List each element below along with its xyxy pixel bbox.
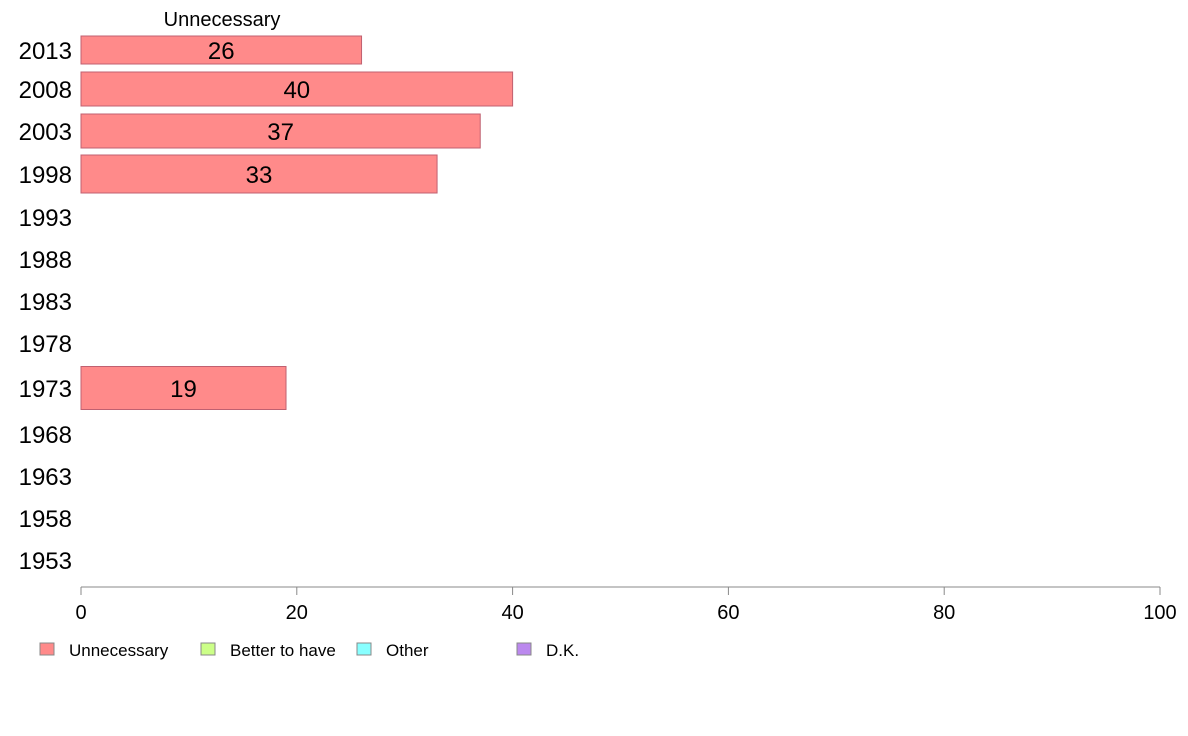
y-label-2003: 2003 bbox=[19, 119, 72, 146]
legend-label-2: Other bbox=[386, 641, 429, 660]
y-label-1973: 1973 bbox=[19, 376, 72, 403]
legend-swatch-3 bbox=[517, 643, 531, 655]
legend-label-1: Better to have bbox=[230, 641, 336, 660]
y-label-1963: 1963 bbox=[19, 464, 72, 491]
chart: Unnecessary 2013 2008 2003 1998 1993 1988 1983… bbox=[0, 0, 1188, 736]
y-label-2013: 2013 bbox=[19, 38, 72, 65]
y-label-1953: 1953 bbox=[19, 548, 72, 575]
legend-label-3: D.K. bbox=[546, 641, 579, 660]
x-tick-label-0: 0 bbox=[75, 602, 86, 624]
bar-label-2013-s0: 26 bbox=[208, 38, 235, 65]
y-label-1958: 1958 bbox=[19, 506, 72, 533]
y-label-1988: 1988 bbox=[19, 247, 72, 274]
legend-swatch-1 bbox=[201, 643, 215, 655]
bar-label-2008-s0: 40 bbox=[283, 77, 310, 104]
x-tick-label-60: 60 bbox=[717, 602, 739, 624]
legend-label-0: Unnecessary bbox=[69, 641, 169, 660]
x-tick-label-100: 100 bbox=[1143, 602, 1176, 624]
legend: Unnecessary Better to have Other D.K. bbox=[40, 641, 579, 660]
legend-swatch-0 bbox=[40, 643, 54, 655]
y-label-1993: 1993 bbox=[19, 205, 72, 232]
legend-swatch-2 bbox=[357, 643, 371, 655]
series-header: Unnecessary bbox=[164, 9, 281, 31]
x-tick-label-80: 80 bbox=[933, 602, 955, 624]
y-label-2008: 2008 bbox=[19, 77, 72, 104]
x-tick-label-40: 40 bbox=[501, 602, 523, 624]
y-axis-labels: 2013 2008 2003 1998 1993 1988 1983 1978 1973 1968… bbox=[19, 38, 72, 575]
y-label-1968: 1968 bbox=[19, 422, 72, 449]
bar-label-1973-s0: 19 bbox=[170, 376, 197, 403]
y-label-1983: 1983 bbox=[19, 289, 72, 316]
bars: 26 40 37 33 19 bbox=[81, 36, 513, 410]
bar-label-2003-s0: 37 bbox=[267, 119, 294, 146]
x-tick-label-20: 20 bbox=[286, 602, 308, 624]
bar-label-1998-s0: 33 bbox=[246, 162, 273, 189]
x-axis: 0 20 40 60 80 100 bbox=[75, 587, 1176, 624]
y-label-1978: 1978 bbox=[19, 331, 72, 358]
y-label-1998: 1998 bbox=[19, 162, 72, 189]
